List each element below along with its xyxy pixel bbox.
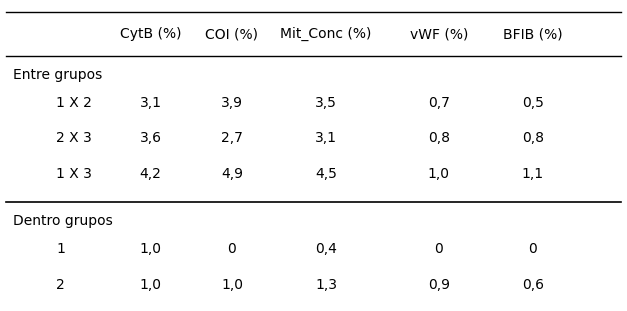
- Text: 1: 1: [56, 242, 65, 256]
- Text: 3,5: 3,5: [315, 95, 337, 110]
- Text: 0: 0: [435, 242, 443, 256]
- Text: 1,0: 1,0: [428, 167, 450, 181]
- Text: 1,0: 1,0: [139, 242, 162, 256]
- Text: 0,4: 0,4: [315, 242, 337, 256]
- Text: 3,6: 3,6: [139, 131, 162, 146]
- Text: 4,9: 4,9: [221, 167, 243, 181]
- Text: 1,3: 1,3: [315, 277, 337, 292]
- Text: 0,8: 0,8: [522, 131, 544, 146]
- Text: Entre grupos: Entre grupos: [13, 67, 102, 82]
- Text: BFIB (%): BFIB (%): [503, 27, 563, 41]
- Text: 0,6: 0,6: [522, 277, 544, 292]
- Text: Mit_Conc (%): Mit_Conc (%): [280, 27, 372, 41]
- Text: 0,8: 0,8: [428, 131, 450, 146]
- Text: 0: 0: [529, 242, 537, 256]
- Text: COI (%): COI (%): [206, 27, 258, 41]
- Text: 2: 2: [56, 277, 65, 292]
- Text: vWF (%): vWF (%): [409, 27, 468, 41]
- Text: 4,2: 4,2: [140, 167, 161, 181]
- Text: 0,7: 0,7: [428, 95, 450, 110]
- Text: 3,1: 3,1: [315, 131, 337, 146]
- Text: 0,5: 0,5: [522, 95, 544, 110]
- Text: 1,0: 1,0: [139, 277, 162, 292]
- Text: 0: 0: [228, 242, 236, 256]
- Text: 1,0: 1,0: [221, 277, 243, 292]
- Text: 1 X 2: 1 X 2: [56, 95, 92, 110]
- Text: 1 X 3: 1 X 3: [56, 167, 92, 181]
- Text: Dentro grupos: Dentro grupos: [13, 214, 112, 228]
- Text: 2,7: 2,7: [221, 131, 243, 146]
- Text: 1,1: 1,1: [522, 167, 544, 181]
- Text: 0,9: 0,9: [428, 277, 450, 292]
- Text: CytB (%): CytB (%): [120, 27, 181, 41]
- Text: 4,5: 4,5: [315, 167, 337, 181]
- Text: 3,9: 3,9: [221, 95, 243, 110]
- Text: 2 X 3: 2 X 3: [56, 131, 92, 146]
- Text: 3,1: 3,1: [139, 95, 162, 110]
